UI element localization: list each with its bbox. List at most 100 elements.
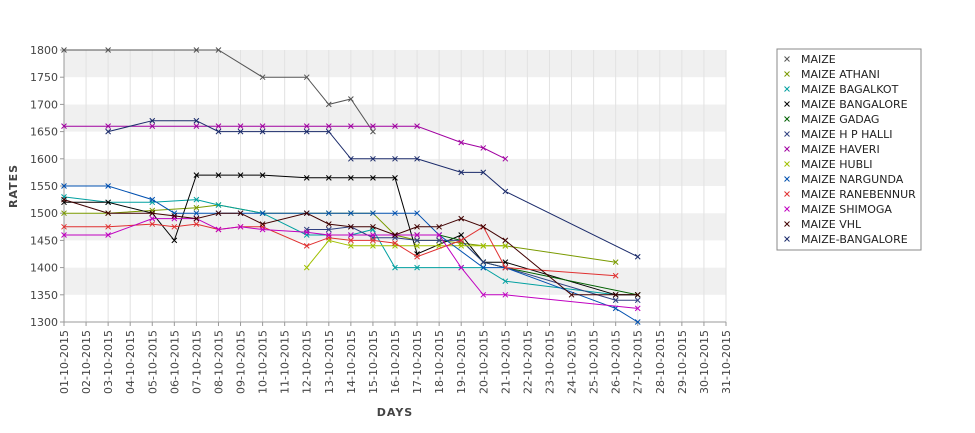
data-point-marker: [370, 232, 376, 238]
legend-marker: [784, 206, 790, 212]
legend-item: MAIZE ATHANI: [784, 68, 880, 81]
data-point-marker: [634, 291, 641, 298]
data-point-marker: [458, 232, 465, 238]
data-point-marker: [61, 196, 67, 203]
y-tick-label: 1550: [30, 180, 58, 193]
x-tick-label: 20-10-2015: [477, 330, 490, 394]
data-point-marker: [105, 123, 111, 130]
data-point-marker: [61, 123, 67, 130]
legend-item: MAIZE VHL: [784, 218, 862, 231]
data-point-marker: [392, 210, 398, 217]
data-point-marker: [480, 169, 487, 176]
data-point-marker: [392, 264, 398, 271]
data-point-marker: [105, 223, 111, 230]
data-point-marker: [105, 210, 111, 217]
x-tick-label: 26-10-2015: [610, 330, 623, 394]
data-point-marker: [502, 278, 509, 285]
data-point-marker: [502, 291, 509, 298]
legend-label: MAIZE BAGALKOT: [801, 83, 899, 96]
x-tick-label: 03-10-2015: [102, 330, 115, 394]
data-point-marker: [193, 221, 200, 227]
y-tick-label: 1750: [30, 71, 58, 84]
legend-label: MAIZE HAVERI: [801, 143, 880, 156]
data-point-marker: [458, 139, 465, 146]
x-tick-label: 04-10-2015: [124, 330, 137, 394]
data-point-marker: [171, 213, 178, 219]
data-point-marker: [325, 221, 332, 227]
data-point-marker: [193, 172, 200, 178]
legend-item: MAIZE: [784, 53, 836, 66]
series-line: [306, 239, 506, 268]
data-point-marker: [502, 237, 509, 244]
data-point-marker: [193, 215, 200, 222]
data-point-marker: [259, 172, 266, 178]
legend-item: MAIZE BAGALKOT: [784, 83, 899, 96]
data-point-marker: [259, 221, 266, 227]
data-point-marker: [458, 169, 465, 176]
data-point-marker: [193, 196, 200, 203]
x-tick-label: 30-10-2015: [698, 330, 711, 394]
legend-marker: [784, 191, 790, 197]
data-point-marker: [105, 183, 111, 189]
x-tick-label: 13-10-2015: [323, 330, 336, 394]
data-point-marker: [105, 232, 111, 238]
data-point-marker: [215, 123, 222, 130]
legend-marker: [784, 236, 790, 242]
series-line: [306, 226, 638, 301]
data-point-marker: [392, 123, 398, 130]
x-tick-label: 05-10-2015: [146, 330, 159, 394]
x-tick-label: 29-10-2015: [676, 330, 689, 394]
x-tick-label: 21-10-2015: [499, 330, 512, 394]
legend-label: MAIZE SHIMOGA: [801, 203, 892, 216]
data-point-marker: [303, 264, 310, 271]
data-point-marker: [392, 155, 398, 162]
data-point-marker: [370, 123, 376, 130]
x-tick-label: 28-10-2015: [654, 330, 667, 394]
x-tick-labels: 01-10-2015 02-10-2015 03-10-2015 04-10-2015…: [58, 330, 733, 394]
x-tick-label: 18-10-2015: [433, 330, 446, 394]
legend-marker: [784, 71, 790, 77]
x-tick-label: 22-10-2015: [521, 330, 534, 394]
data-point-marker: [105, 128, 111, 135]
data-point-marker: [149, 196, 156, 203]
legend-label: MAIZE VHL: [801, 218, 862, 231]
legend-item: MAIZE BANGALORE: [784, 98, 908, 111]
legend-label: MAIZE NARGUNDA: [801, 173, 904, 186]
legend-label: MAIZE-BANGALORE: [801, 233, 908, 246]
data-point-marker: [171, 223, 178, 230]
data-point-marker: [480, 145, 487, 151]
data-point-marker: [259, 123, 266, 130]
data-point-marker: [259, 74, 266, 81]
y-tick-labels: 1300 1350 1400 1450 1500 1550 1600 1650 1700 1750…: [30, 44, 64, 329]
y-tick-label: 1350: [30, 289, 58, 302]
data-point-marker: [634, 305, 641, 312]
data-point-marker: [392, 232, 398, 238]
data-point-marker: [480, 291, 487, 298]
data-point-marker: [61, 223, 67, 230]
data-point-marker: [149, 123, 156, 130]
x-tick-label: 31-10-2015: [720, 330, 733, 394]
data-point-marker: [414, 223, 420, 230]
data-point-marker: [480, 242, 487, 249]
data-point-marker: [149, 117, 156, 124]
y-tick-label: 1600: [30, 153, 58, 166]
data-point-marker: [612, 297, 619, 304]
data-point-marker: [215, 202, 222, 208]
legend-label: MAIZE: [801, 53, 836, 66]
data-point-marker: [61, 47, 67, 53]
legend-item: MAIZE HAVERI: [784, 143, 880, 156]
data-point-marker: [105, 47, 111, 53]
data-point-marker: [171, 237, 178, 244]
data-point-marker: [414, 155, 420, 162]
data-point-marker: [458, 237, 465, 244]
legend-box: [776, 48, 922, 251]
legend-marker: [784, 56, 790, 62]
x-tick-label: 15-10-2015: [367, 330, 380, 394]
data-point-marker: [303, 123, 310, 130]
series-line: [64, 223, 616, 277]
data-point-marker: [502, 188, 509, 195]
data-point-marker: [149, 210, 156, 217]
data-point-marker: [480, 223, 487, 230]
legend-item: MAIZE SHIMOGA: [784, 203, 892, 216]
